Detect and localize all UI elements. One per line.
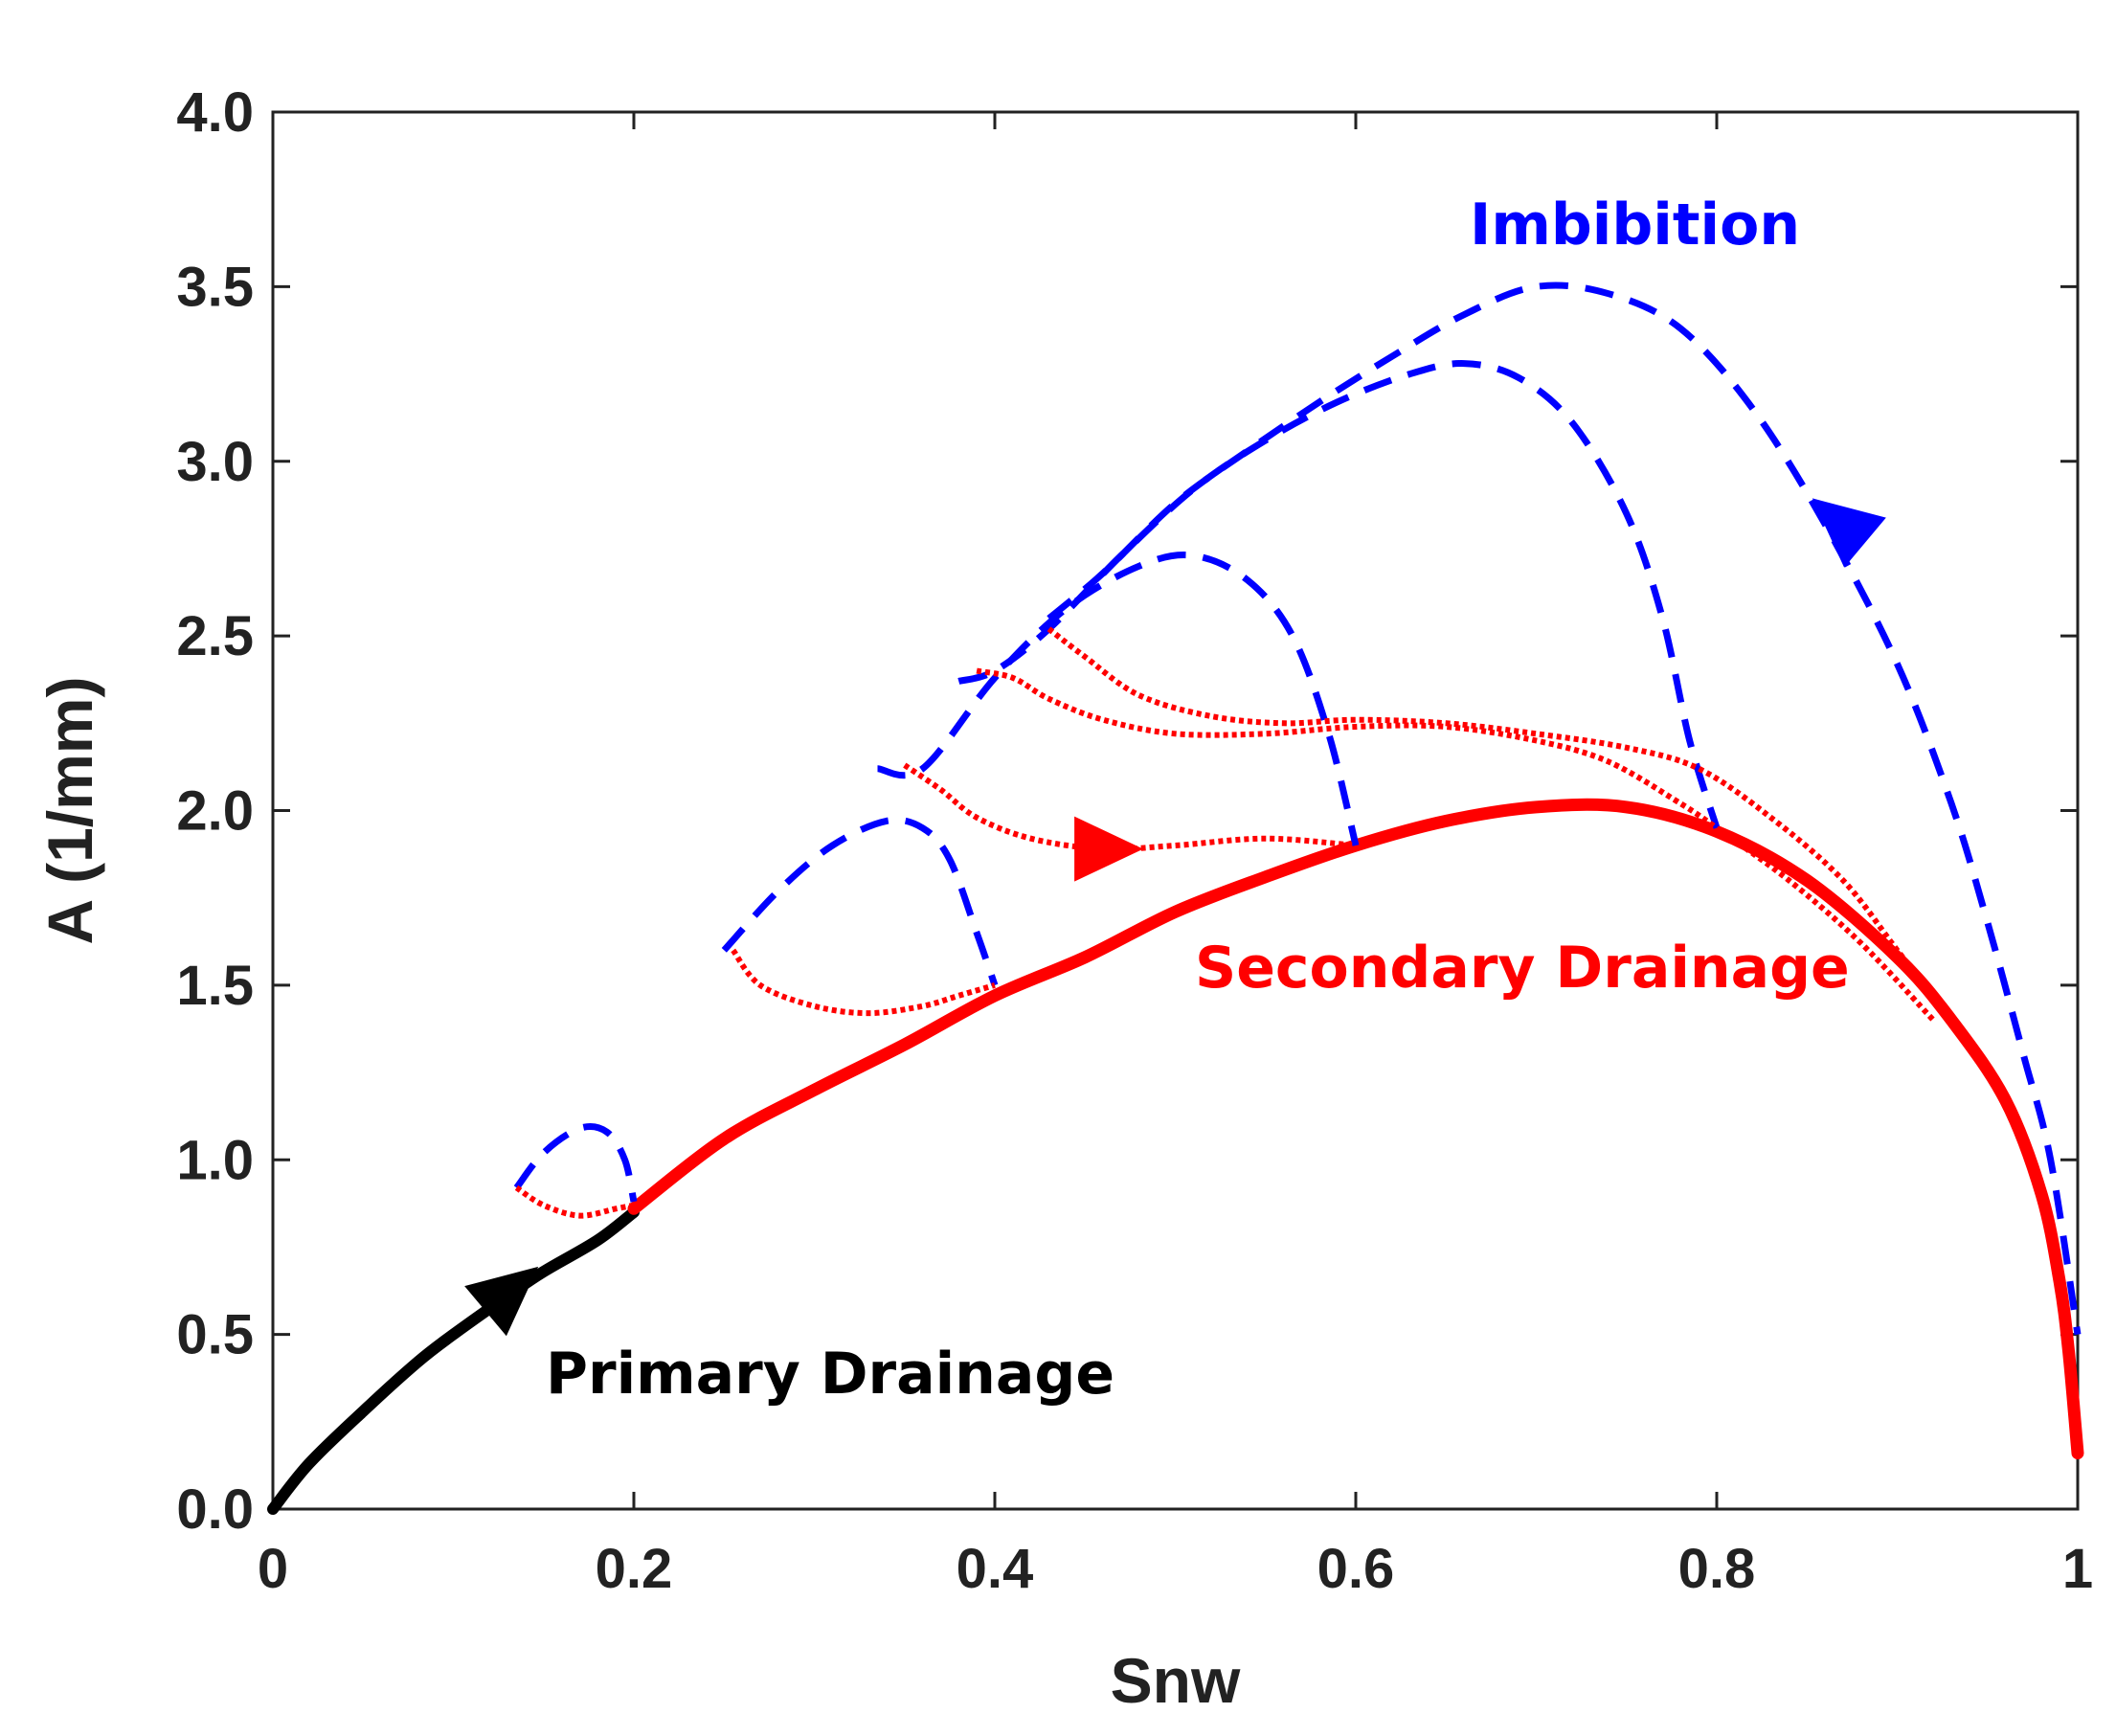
x-tick-label: 0.4 [957,1538,1034,1600]
series-group [267,282,2084,1515]
y-tick-label: 3.0 [176,431,254,493]
y-tick-label: 0.5 [176,1304,254,1366]
annotation-primary-drainage: Primary Drainage [546,1341,1114,1408]
arrow-imbibition-direction [1812,498,1886,568]
y-tick-label: 2.5 [176,605,254,667]
series-imbibition-5 [1047,282,2082,1336]
x-tick-labels: 0 0.2 0.4 0.6 0.8 1 [258,1538,2093,1600]
series-secondary-drainage-1 [514,1184,635,1219]
x-tick-label: 0.2 [596,1538,673,1600]
series-imbibition-4 [957,360,1721,829]
series-imbibition-1 [513,1123,638,1203]
annotation-secondary-drainage: Secondary Drainage [1195,935,1850,1002]
x-axis-title: Snw [1111,1645,1241,1716]
series-secondary-drainage-5 [1047,626,1954,1023]
series-secondary-drainage-4 [976,667,1936,1023]
x-tick-label: 0.8 [1678,1538,1756,1600]
y-tick-label: 3.5 [176,256,254,318]
y-tick-label: 0.0 [176,1478,254,1541]
axis-ticks [271,110,2080,1511]
arrowhead-icon [1812,498,1886,568]
arrow-secondary-drainage-direction [1074,816,1144,882]
y-tick-labels: 0.0 0.5 1.0 1.5 2.0 2.5 3.0 3.5 4.0 [176,81,254,1541]
y-axis-title: A (1/mm) [34,677,105,945]
series-imbibition-3 [876,552,1360,846]
series-secondary-drainage-main [627,798,2084,1460]
x-tick-label: 0.6 [1317,1538,1395,1600]
series-secondary-drainage-2 [731,948,996,1017]
y-tick-label: 1.0 [176,1129,254,1191]
series-secondary-drainage-3 [903,762,1357,852]
arrow-primary-drainage-direction [464,1266,539,1337]
arrowhead-icon [1074,816,1144,882]
y-tick-label: 4.0 [176,81,254,144]
annotation-imbibition: Imbibition [1470,192,1800,259]
x-tick-label: 1 [2062,1538,2093,1600]
arrowhead-icon [464,1266,539,1337]
x-tick-label: 0 [258,1538,288,1600]
series-primary-drainage [267,1206,640,1515]
direction-arrows [464,498,1886,1337]
y-tick-label: 1.5 [176,955,254,1017]
y-tick-label: 2.0 [176,780,254,843]
